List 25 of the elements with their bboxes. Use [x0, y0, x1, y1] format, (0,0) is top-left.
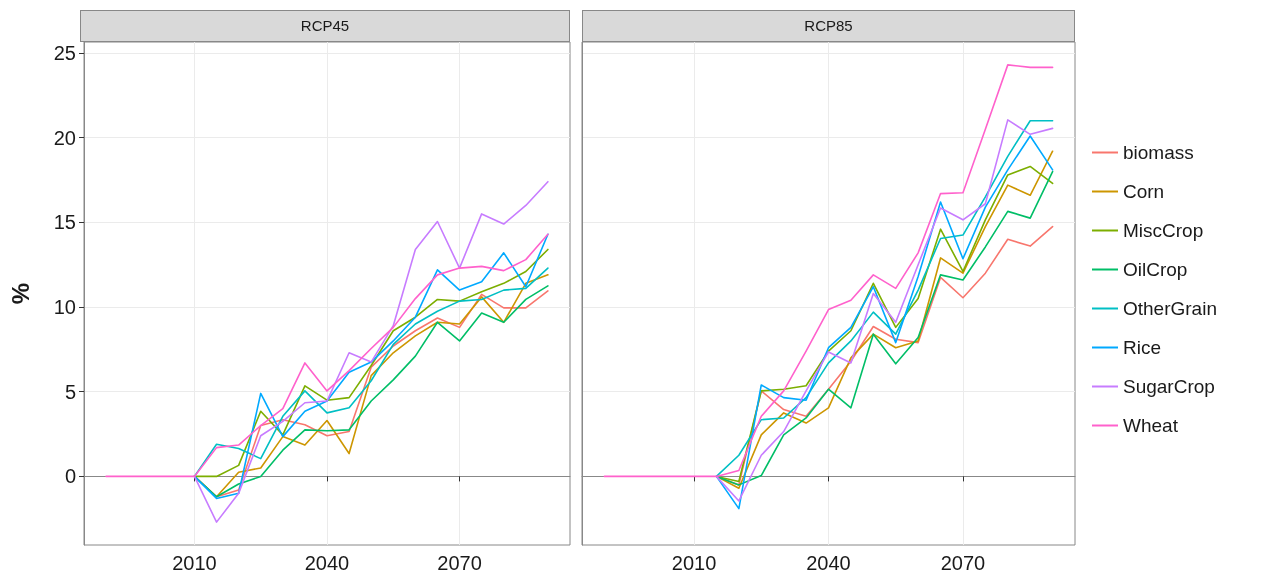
legend-label: biomass	[1123, 142, 1194, 163]
x-tick-label: 2040	[304, 552, 350, 574]
y-tick-label: 15	[53, 211, 76, 234]
legend-label: SugarCrop	[1123, 376, 1215, 397]
legend-label: Corn	[1123, 181, 1165, 202]
legend-label: Rice	[1123, 337, 1162, 358]
y-tick-label: 10	[53, 296, 76, 319]
x-tick-label: 2070	[940, 552, 986, 574]
y-axis-title: %	[6, 282, 34, 305]
legend-label: MiscCrop	[1123, 220, 1204, 241]
x-tick-label: 2040	[806, 552, 851, 574]
x-tick-label: 2010	[671, 552, 717, 574]
y-tick-label: 25	[53, 42, 76, 65]
x-tick-label: 2010	[172, 552, 217, 574]
legend-label: OtherGrain	[1123, 298, 1217, 319]
legend-label: Wheat	[1123, 415, 1179, 436]
chart-title: RCP45	[80, 10, 570, 42]
chart-title: RCP85	[582, 10, 1075, 42]
legend-label: OilCrop	[1123, 259, 1188, 280]
y-tick-label: 0	[64, 465, 76, 488]
line-series	[105, 233, 549, 478]
line-series	[193, 180, 549, 523]
y-tick-label: 20	[53, 126, 76, 149]
x-tick-label: 2070	[437, 552, 482, 574]
y-tick-label: 5	[64, 380, 76, 403]
